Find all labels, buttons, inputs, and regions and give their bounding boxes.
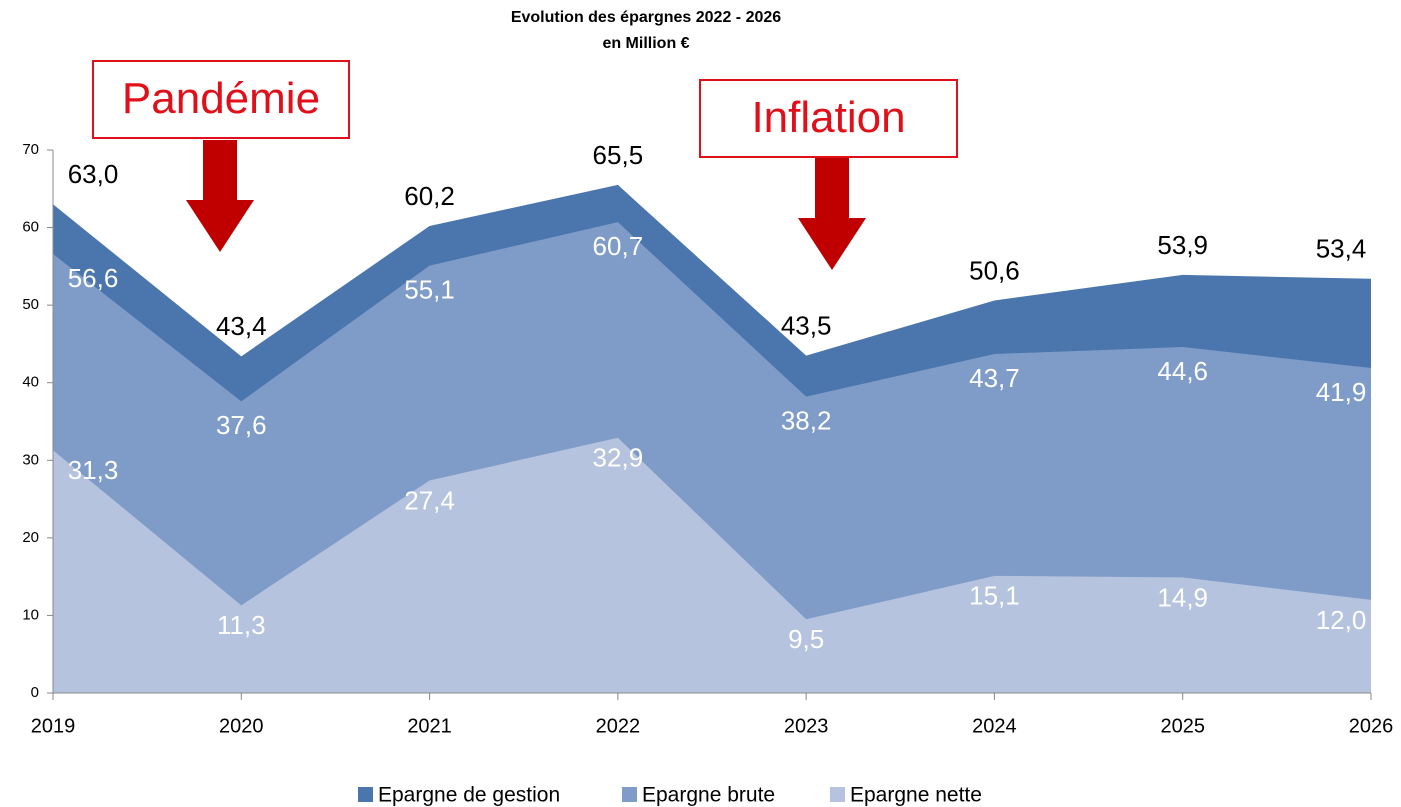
annotation-text: Inflation: [751, 93, 905, 142]
annotation-box: [699, 79, 958, 158]
chart-subtitle: en Million €: [602, 35, 689, 52]
data-label: 37,6: [216, 410, 267, 440]
data-label: 53,9: [1157, 230, 1208, 260]
legend-label: Epargne de gestion: [378, 784, 560, 807]
data-label: 53,4: [1316, 234, 1367, 264]
x-tick-label: 2021: [407, 715, 452, 737]
data-label: 27,4: [404, 485, 455, 515]
data-label: 56,6: [68, 263, 119, 293]
data-label: 32,9: [593, 443, 644, 473]
annotation-arrow: [798, 158, 866, 270]
data-label: 63,0: [68, 159, 119, 189]
data-label: 60,7: [593, 231, 644, 261]
y-tick-label: 0: [31, 684, 39, 701]
y-tick-label: 70: [22, 141, 39, 158]
x-tick-label: 2019: [31, 715, 76, 737]
x-tick-label: 2023: [784, 715, 829, 737]
x-tick-label: 2024: [972, 715, 1017, 737]
annotation-arrow: [186, 140, 254, 252]
chart-title: Evolution des épargnes 2022 - 2026: [511, 9, 781, 26]
data-label: 31,3: [68, 455, 119, 485]
data-label: 60,2: [404, 181, 455, 211]
data-label: 14,9: [1157, 582, 1208, 612]
y-tick-label: 40: [22, 374, 39, 391]
y-tick-label: 30: [22, 451, 39, 468]
data-label: 55,1: [404, 274, 455, 304]
data-label: 43,4: [216, 311, 267, 341]
y-tick-label: 50: [22, 296, 39, 313]
legend-swatch: [622, 787, 637, 802]
data-label: 38,2: [781, 406, 832, 436]
x-tick-label: 2020: [219, 715, 264, 737]
legend-label: Epargne brute: [642, 784, 775, 807]
data-label: 43,5: [781, 310, 832, 340]
data-label: 50,6: [969, 255, 1020, 285]
area: [53, 437, 1371, 693]
legend-swatch: [830, 787, 845, 802]
data-label: 44,6: [1157, 356, 1208, 386]
y-tick-label: 10: [22, 606, 39, 623]
y-tick-label: 60: [22, 219, 39, 236]
x-tick-label: 2026: [1349, 715, 1394, 737]
legend-swatch: [358, 787, 373, 802]
data-label: 41,9: [1316, 377, 1367, 407]
data-label: 12,0: [1316, 605, 1367, 635]
data-label: 11,3: [217, 610, 266, 640]
data-label: 43,7: [969, 363, 1020, 393]
annotation-text: Pandémie: [122, 74, 320, 123]
data-label: 65,5: [593, 140, 644, 170]
annotation-box: [92, 60, 350, 139]
data-label: 15,1: [969, 581, 1020, 611]
x-tick-label: 2022: [596, 715, 641, 737]
x-tick-label: 2025: [1160, 715, 1205, 737]
data-label: 9,5: [788, 624, 824, 654]
y-tick-label: 20: [22, 529, 39, 546]
legend-label: Epargne nette: [850, 784, 982, 807]
